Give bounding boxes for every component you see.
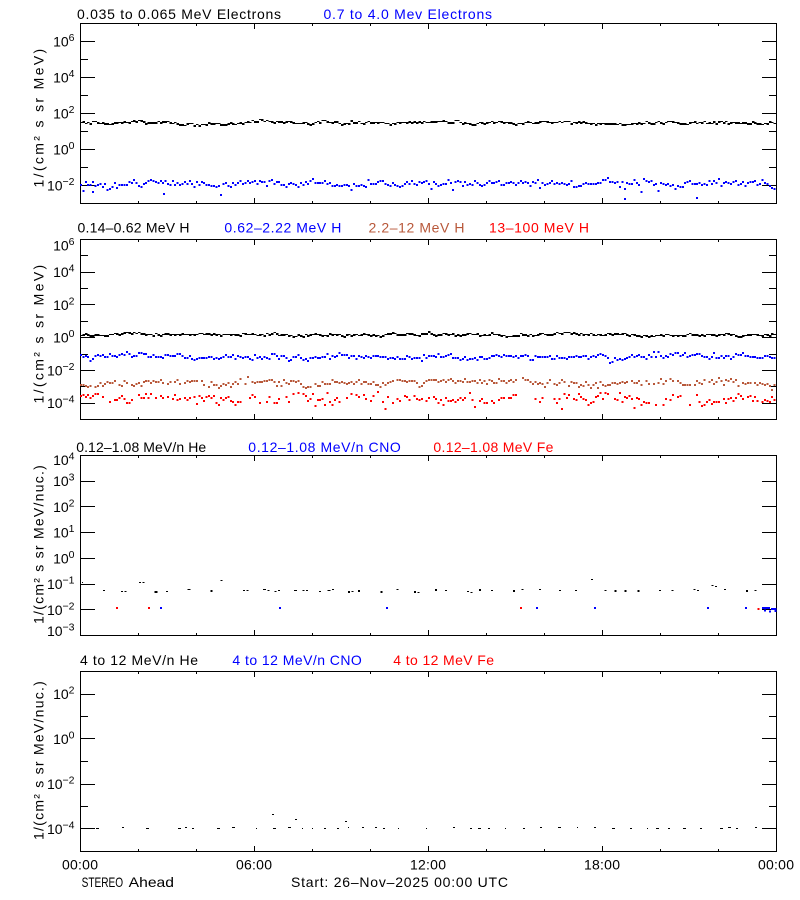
svg-text:4 to 12 MeV/n CNO: 4 to 12 MeV/n CNO (232, 652, 362, 668)
svg-text:1/(cm² s sr MeV/nuc.): 1/(cm² s sr MeV/nuc.) (31, 680, 47, 840)
svg-text:Start: 26–Nov–2025 00:00 UTC: Start: 26–Nov–2025 00:00 UTC (291, 874, 508, 890)
svg-text:2.2–12 MeV H: 2.2–12 MeV H (369, 220, 465, 236)
svg-text:06:00: 06:00 (236, 857, 272, 873)
svg-text:12:00: 12:00 (410, 857, 446, 873)
svg-text:0.14–0.62 MeV H: 0.14–0.62 MeV H (78, 220, 190, 236)
svg-text:0.12–1.08 MeV/n He: 0.12–1.08 MeV/n He (76, 439, 206, 455)
svg-text:00:00: 00:00 (758, 857, 794, 873)
svg-text:4 to 12 MeV/n He: 4 to 12 MeV/n He (80, 652, 198, 668)
svg-text:4 to 12 MeV Fe: 4 to 12 MeV Fe (393, 652, 494, 668)
svg-text:18:00: 18:00 (584, 857, 620, 873)
svg-text:10−2: 10−2 (47, 775, 75, 793)
svg-text:10−1: 10−1 (47, 575, 75, 593)
svg-text:00:00: 00:00 (62, 857, 98, 873)
svg-text:13–100 MeV H: 13–100 MeV H (489, 220, 589, 236)
svg-text:1/(cm² s sr MeV/nuc.): 1/(cm² s sr MeV/nuc.) (31, 464, 47, 624)
svg-text:0.035 to 0.065 MeV Electrons: 0.035 to 0.065 MeV Electrons (77, 6, 281, 22)
svg-text:1/(cm² s sr MeV): 1/(cm² s sr MeV) (31, 46, 47, 187)
svg-text:1/(cm² s sr MeV): 1/(cm² s sr MeV) (31, 262, 47, 403)
svg-text:STEREO: STEREO (82, 874, 124, 890)
svg-text:Ahead: Ahead (129, 874, 174, 890)
svg-text:0.62–2.22 MeV H: 0.62–2.22 MeV H (224, 220, 341, 236)
svg-text:0.12–1.08 MeV Fe: 0.12–1.08 MeV Fe (433, 439, 553, 455)
svg-text:0.7 to 4.0 Mev Electrons: 0.7 to 4.0 Mev Electrons (324, 6, 493, 22)
svg-text:0.12–1.08 MeV/n CNO: 0.12–1.08 MeV/n CNO (248, 439, 401, 455)
